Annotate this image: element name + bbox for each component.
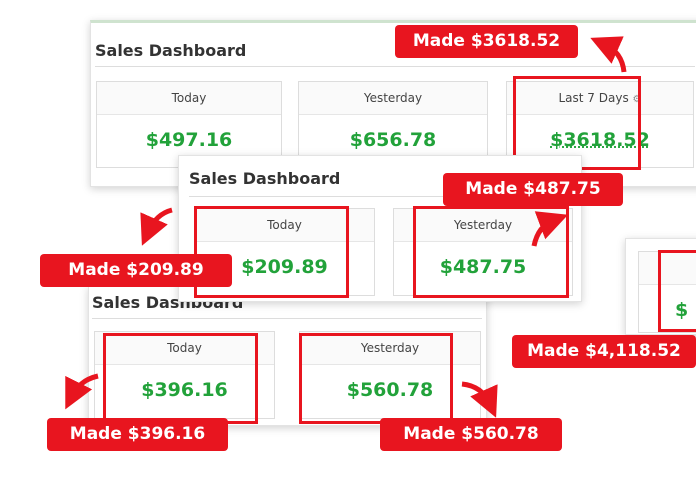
card-header: Last 7 Days ⚙ [507,82,693,115]
arrow [590,36,627,73]
badge: Made $560.78 [380,418,562,451]
card-label: Last 7 Days [558,91,629,105]
card-label: Yesterday [299,82,487,115]
badge: Made $4,118.52 [512,335,696,368]
info-icon: ⚙ [632,94,642,105]
stat-card: Today $396.16 [94,331,275,419]
panel-title: Sales Dashboard [95,41,247,60]
card-value: $487.75 [439,256,527,278]
highlight-box [299,333,453,424]
highlight-box [194,206,349,298]
card-value: $497.16 [145,129,233,151]
card-value: $209.89 [241,256,328,278]
arrow [461,381,498,418]
card-value: $3618.52 [550,129,650,151]
card-value: $396.16 [141,379,228,401]
highlight-box [658,250,696,332]
badge: Made $487.75 [443,173,623,206]
stat-card: Yesterday $656.78 [298,81,488,168]
badge: Made $396.16 [47,418,228,451]
arrow [140,207,173,246]
card-header [639,252,696,285]
stat-card: $ [638,251,696,333]
card-value: $656.78 [349,129,437,151]
panel-title: Sales Dashboard [189,169,341,188]
arrow [65,373,99,410]
badge: Made $209.89 [40,254,232,287]
stat-card: Today $497.16 [96,81,282,168]
arrow [531,211,569,247]
card-value: $560.78 [346,379,434,401]
dashboard-panel: Sales Dashboard Today $209.89 Yesterday … [178,155,582,302]
divider [95,66,695,67]
divider [189,196,574,197]
stat-card: Last 7 Days ⚙ $3618.52 [506,81,694,168]
card-value: $ [675,299,689,321]
card-label: Today [195,209,374,242]
badge: Made $3618.52 [395,25,578,58]
card-label: Today [95,332,274,365]
divider [92,318,482,319]
card-label: Today [97,82,281,115]
highlight-box [413,206,569,298]
